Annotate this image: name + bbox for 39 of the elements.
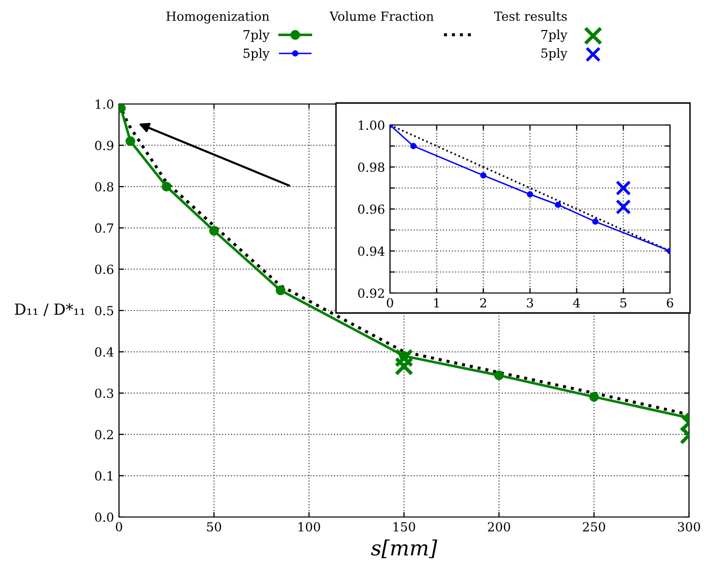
y-axis-title: D₁₁ / D*₁₁ [14,303,84,316]
y-tick-label: 0.6 [95,264,114,274]
y-tick-label: 0.7 [95,223,114,233]
text: Homogenization [166,12,270,24]
x-tick-label: 150 [394,522,416,532]
y-tick-label: 1.0 [96,99,114,109]
y-tick-label: 0.92 [358,288,384,298]
y-tick-label: 0.2 [95,430,113,440]
legend-label: 5ply [541,48,568,60]
y-tick-label: 0.3 [95,388,114,398]
x-tick-label: 250 [582,522,606,532]
y-tick-label: 0.5 [95,306,114,316]
y-tick-label: 0.94 [358,246,385,256]
y-tick-label: 0.8 [95,182,114,192]
x-tick-label: 3 [526,298,534,308]
x-tick-label: 1 [434,298,439,308]
legend-label: 7ply [541,30,568,42]
x-tick-label: 6 [666,298,674,308]
x-tick-label: 0 [116,522,122,532]
legend-label: 7ply [244,30,270,42]
y-tick-label: 0.96 [358,204,384,214]
x-tick-label: 4 [573,298,580,308]
y-tick-label: 0.1 [95,471,112,481]
y-tick-label: 0.4 [95,347,114,357]
y-tick-label: 1.00 [358,120,384,130]
x-tick-label: 300 [678,522,700,532]
x-tick-label: 0 [386,298,394,308]
legend-label: 5ply [244,48,270,61]
x-tick-label: 2 [480,298,486,308]
text: Test results [494,11,567,21]
x-tick-label: 50 [207,522,222,532]
x-tick-label: 100 [298,522,320,532]
x-tick-label: 5 [620,298,626,308]
y-tick-label: 0.0 [95,512,114,522]
x-tick-label: 200 [488,522,510,532]
y-tick-label: 0.98 [358,162,384,172]
text: Volume Fraction [329,11,434,21]
x-axis-title: s[mm] [371,540,438,558]
y-tick-label: 0.9 [95,140,114,150]
